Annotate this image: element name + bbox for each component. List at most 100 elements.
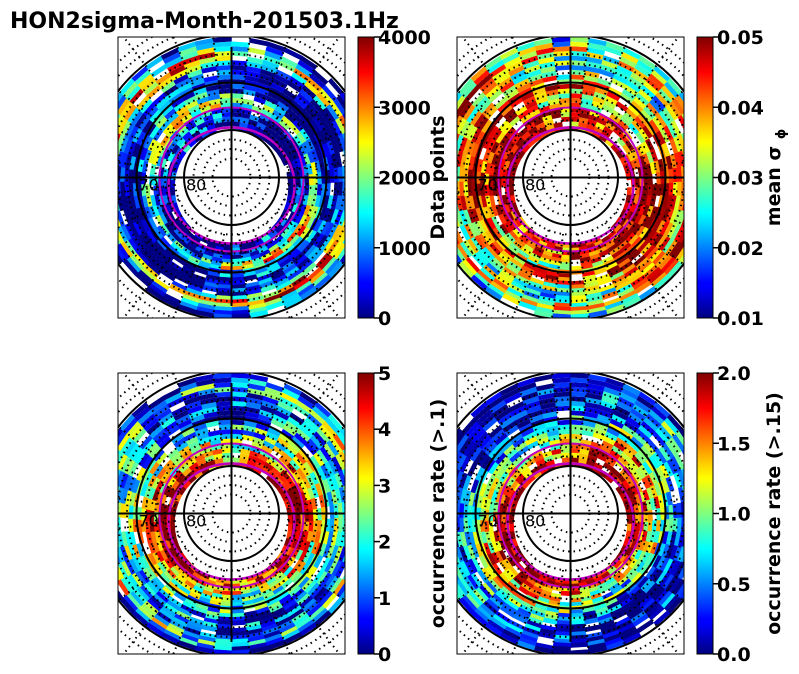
- grid-dotted-spoke: [626, 519, 684, 530]
- heatmap-cell: [570, 55, 587, 62]
- grid-dotted-spoke: [511, 37, 550, 126]
- grid-dotted-spoke: [591, 373, 630, 462]
- heatmap-cell: [212, 37, 232, 43]
- heatmap-cell: [570, 429, 583, 435]
- heatmap-cell: [100, 145, 108, 163]
- colorbar-tick-label: 0.01: [717, 308, 764, 330]
- heatmap-cell: [155, 452, 168, 465]
- heatmap-cell: [457, 246, 466, 263]
- heatmap-cell: [92, 478, 100, 497]
- grid-dotted-spoke: [283, 129, 345, 157]
- heatmap-cell: [262, 59, 280, 70]
- grid-dotted-spoke: [118, 89, 187, 144]
- heatmap-cell: [587, 454, 598, 463]
- heatmap-cell: [351, 164, 356, 180]
- colorbar-tick-label: 0.5: [717, 574, 751, 596]
- heatmap-cell: [107, 164, 112, 180]
- heatmap-cell: [103, 163, 108, 180]
- heatmap-cell: [678, 427, 684, 439]
- heatmap-cell: [96, 479, 104, 497]
- heatmap-cell: [346, 565, 358, 583]
- heatmap-cell: [100, 481, 108, 499]
- colorbar-tick-label: 0.05: [717, 27, 764, 49]
- heatmap-cell: [95, 460, 105, 479]
- grid-dotted-spoke: [457, 465, 519, 493]
- heatmap-cell: [213, 46, 232, 52]
- heatmap-cell: [570, 405, 586, 412]
- heatmap-cell: [140, 77, 157, 93]
- heatmap-cell: [333, 433, 345, 452]
- heatmap-cell: [118, 242, 130, 261]
- heatmap-cell: [457, 573, 460, 581]
- heatmap-cell: [95, 179, 100, 197]
- colorbar-tick-label: 0: [378, 308, 391, 330]
- heatmap-cell: [685, 517, 690, 533]
- grid-dotted-spoke: [287, 183, 345, 194]
- grid-dotted-spoke: [576, 569, 591, 654]
- figure-title: HON2sigma-Month-201503.1Hz: [10, 9, 399, 34]
- heatmap-cell: [681, 113, 684, 121]
- heatmap-cell: [108, 130, 117, 147]
- heatmap-cell: [217, 74, 232, 80]
- heatmap-cell: [105, 565, 117, 583]
- heatmap-cell: [99, 515, 104, 532]
- heatmap-cell: [91, 178, 96, 196]
- colorbar-tick-label: 3: [378, 475, 391, 497]
- heatmap-cell: [686, 532, 693, 548]
- grid-dotted-spoke: [550, 569, 565, 654]
- grid-dotted-spoke: [511, 565, 550, 654]
- grid-dotted-spoke: [265, 37, 341, 133]
- heatmap-cell: [561, 457, 571, 463]
- heatmap-cell: [342, 449, 345, 457]
- heatmap-cell: [686, 484, 693, 500]
- heatmap-cell: [552, 46, 571, 52]
- heatmap-cell: [231, 69, 247, 76]
- heatmap-cell: [231, 400, 247, 407]
- axes-frame: [117, 372, 346, 655]
- grid-dotted-spoke: [118, 497, 176, 508]
- heatmap-cell: [95, 161, 100, 179]
- grid-dotted-spoke: [252, 565, 291, 654]
- heatmap-cell: [346, 501, 351, 517]
- grid-dotted-spoke: [172, 373, 211, 462]
- heatmap-cell: [685, 229, 697, 247]
- heatmap-cell: [103, 516, 108, 533]
- colorbar-tick-label: 0: [378, 644, 391, 666]
- heatmap-cell: [685, 212, 694, 229]
- heatmap-cell: [105, 446, 117, 464]
- heatmap-cell: [570, 69, 586, 76]
- grid-dotted-spoke: [550, 373, 565, 458]
- heatmap-cell: [95, 515, 100, 533]
- heatmap-cell: [231, 46, 250, 52]
- grid-dotted-spoke: [283, 198, 345, 226]
- heatmap-cell: [118, 449, 121, 457]
- heatmap-cell: [96, 196, 104, 214]
- heatmap-cell: [685, 565, 697, 583]
- heatmap-cell: [604, 457, 616, 468]
- heatmap-cell: [231, 64, 247, 71]
- heatmap-cell: [101, 108, 113, 126]
- heatmap-cell: [222, 457, 232, 463]
- heatmap-cell: [231, 74, 246, 80]
- grid-dotted-spoke: [550, 233, 565, 318]
- grid-dotted-spoke: [615, 89, 684, 144]
- heatmap-cell: [557, 83, 571, 90]
- ring-label: 80: [186, 176, 206, 195]
- heatmap-cell: [339, 91, 345, 103]
- colorbar-label: occurrence rate (>.1): [427, 399, 449, 629]
- heatmap-cell: [108, 548, 117, 565]
- grid-dotted-spoke: [118, 534, 180, 562]
- grid-dotted-spoke: [461, 222, 537, 318]
- heatmap-cell: [457, 237, 460, 245]
- heatmap-cell: [555, 400, 571, 407]
- heatmap-cell: [647, 510, 653, 522]
- heatmap-cell: [112, 501, 117, 517]
- heatmap-cell: [491, 403, 509, 418]
- colorbar-tick-label: 1: [378, 588, 391, 610]
- heatmap-cell: [457, 468, 460, 479]
- heatmap-cell: [685, 548, 694, 565]
- heatmap-cell: [103, 499, 108, 516]
- grid-dotted-spoke: [122, 37, 198, 133]
- heatmap-cell: [335, 453, 345, 471]
- grid-dotted-spoke: [122, 558, 198, 654]
